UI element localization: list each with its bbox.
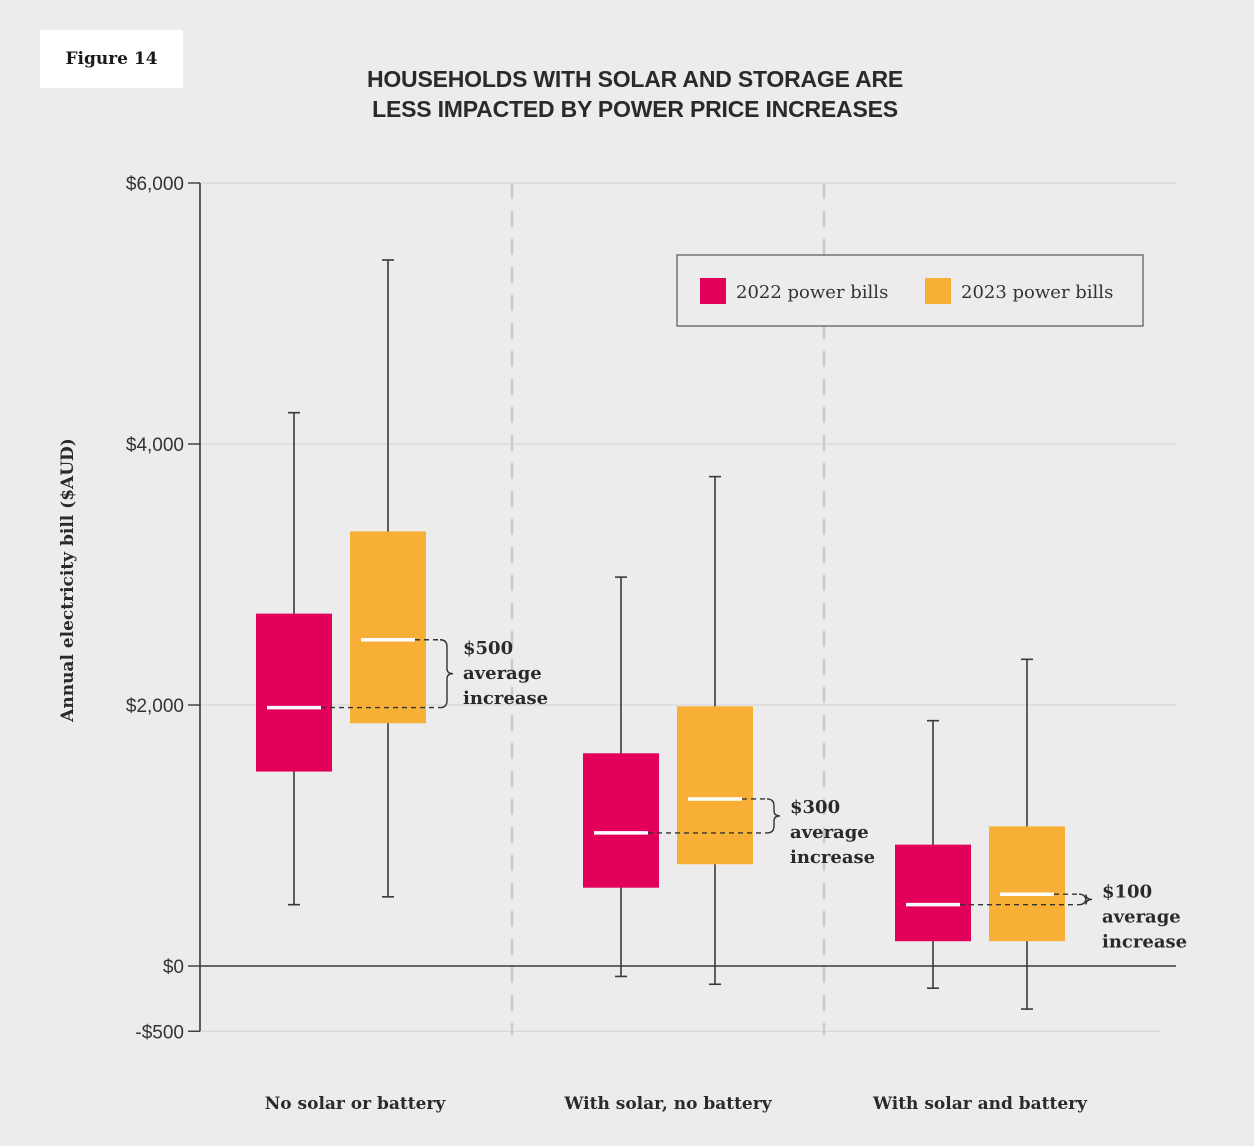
y-tick-label: -$500	[135, 1022, 184, 1043]
figure-label: Figure 14	[40, 30, 183, 88]
increase-annotation: increase	[463, 688, 548, 709]
legend-label: 2023 power bills	[961, 282, 1113, 303]
box-2022	[895, 844, 971, 942]
category-label: No solar or battery	[265, 1094, 447, 1114]
increase-annotation: average	[463, 663, 542, 684]
box-2023	[989, 826, 1065, 942]
y-tick-label: $2,000	[126, 696, 184, 717]
box-2022	[256, 613, 332, 772]
chart-title: HOUSEHOLDS WITH SOLAR AND STORAGE ARE LE…	[300, 64, 970, 124]
y-axis-label: Annual electricity bill ($AUD)	[58, 438, 78, 723]
increase-annotation: $300	[790, 797, 840, 818]
box-2023	[677, 706, 753, 865]
chart-title-line-2: LESS IMPACTED BY POWER PRICE INCREASES	[372, 96, 898, 122]
legend-label: 2022 power bills	[736, 282, 888, 303]
increase-annotation: $500	[463, 638, 513, 659]
category-label: With solar and battery	[872, 1094, 1088, 1114]
box-2023	[350, 531, 426, 724]
category-label: With solar, no battery	[563, 1094, 772, 1114]
legend-swatch	[700, 278, 726, 304]
chart-title-line-1: HOUSEHOLDS WITH SOLAR AND STORAGE ARE	[366, 66, 904, 92]
increase-brace	[1078, 893, 1093, 906]
increase-annotation: average	[1102, 906, 1181, 927]
legend-swatch	[925, 278, 951, 304]
increase-annotation: increase	[790, 847, 875, 868]
increase-annotation: $100	[1102, 881, 1152, 902]
increase-annotation: average	[790, 822, 869, 843]
y-tick-label: $0	[163, 957, 184, 978]
increase-brace	[766, 798, 781, 834]
y-tick-label: $6,000	[126, 174, 184, 195]
increase-annotation: increase	[1102, 931, 1187, 952]
increase-brace	[439, 639, 454, 709]
box-2022	[583, 753, 659, 888]
legend-box	[676, 254, 1144, 327]
y-tick-label: $4,000	[126, 435, 184, 456]
